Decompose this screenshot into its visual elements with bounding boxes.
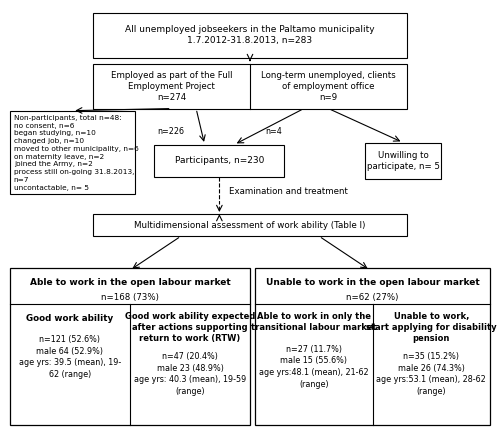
Text: Unable to work,
start applying for disability
pension: Unable to work, start applying for disab… [366,312,496,343]
Text: Examination and treatment: Examination and treatment [229,187,348,196]
Text: Participants, n=230: Participants, n=230 [174,156,264,165]
Text: All unemployed jobseekers in the Paltamo municipality
1.7.2012-31.8.2013, n=283: All unemployed jobseekers in the Paltamo… [125,25,375,45]
Text: n=4: n=4 [265,127,282,136]
Bar [365,143,441,179]
Text: Good work ability expected
after actions supporting
return to work (RTW): Good work ability expected after actions… [125,312,255,343]
Bar [93,214,407,236]
Text: n=62 (27%): n=62 (27%) [346,293,399,302]
Bar [255,268,490,425]
Text: n=168 (73%): n=168 (73%) [101,293,159,302]
Text: n=47 (20.4%)
male 23 (48.9%)
age yrs: 40.3 (mean), 19-59
(range): n=47 (20.4%) male 23 (48.9%) age yrs: 40… [134,352,246,396]
Bar [93,13,407,57]
Text: Unwilling to
participate, n= 5: Unwilling to participate, n= 5 [366,151,440,171]
Text: Unable to work in the open labour market: Unable to work in the open labour market [266,278,480,287]
Bar [154,145,284,177]
Bar [93,64,407,108]
Bar [10,111,135,194]
Text: n=35 (15.2%)
male 26 (74.3%)
age yrs:53.1 (mean), 28-62
(range): n=35 (15.2%) male 26 (74.3%) age yrs:53.… [376,352,486,396]
Text: Good work ability: Good work ability [26,313,114,322]
Text: Able to work in the open labour market: Able to work in the open labour market [30,278,230,287]
Text: n=27 (11.7%)
male 15 (55.6%)
age yrs:48.1 (mean), 21-62
(range): n=27 (11.7%) male 15 (55.6%) age yrs:48.… [259,345,368,389]
Text: Non-participants, total n=48:
no consent, n=6
began studying, n=10
changed job, : Non-participants, total n=48: no consent… [14,115,138,191]
Text: Employed as part of the Full
Employment Project
n=274: Employed as part of the Full Employment … [111,71,232,102]
Text: n=226: n=226 [157,127,184,136]
Text: Able to work in only the
transitional labour market: Able to work in only the transitional la… [251,312,376,332]
Bar [10,268,250,425]
Text: n=121 (52.6%)
male 64 (52.9%)
age yrs: 39.5 (mean), 19-
62 (range): n=121 (52.6%) male 64 (52.9%) age yrs: 3… [19,335,121,379]
Text: Multidimensional assessment of work ability (Table I): Multidimensional assessment of work abil… [134,220,366,230]
Text: Long-term unemployed, clients
of employment office
n=9: Long-term unemployed, clients of employm… [261,71,396,102]
